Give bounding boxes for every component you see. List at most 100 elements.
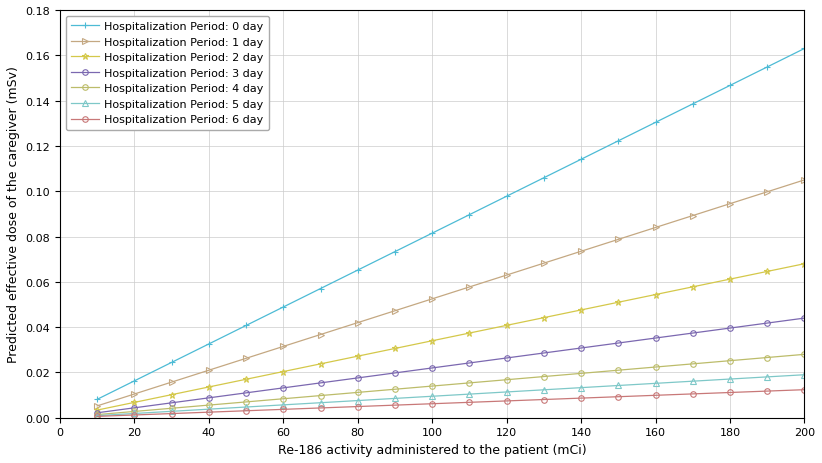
Hospitalization Period: 0 day: (70, 0.057): 0 day: (70, 0.057) bbox=[316, 286, 326, 292]
Hospitalization Period: 1 day: (40, 0.021): 1 day: (40, 0.021) bbox=[204, 368, 214, 373]
Hospitalization Period: 1 day: (100, 0.0525): 1 day: (100, 0.0525) bbox=[427, 296, 437, 302]
Hospitalization Period: 1 day: (30, 0.0158): 1 day: (30, 0.0158) bbox=[167, 380, 177, 385]
Hospitalization Period: 5 day: (110, 0.0105): 5 day: (110, 0.0105) bbox=[464, 392, 474, 397]
Line: Hospitalization Period: 4 day: Hospitalization Period: 4 day bbox=[95, 352, 807, 418]
Hospitalization Period: 6 day: (130, 0.00806): 6 day: (130, 0.00806) bbox=[539, 397, 549, 402]
Hospitalization Period: 3 day: (100, 0.022): 3 day: (100, 0.022) bbox=[427, 365, 437, 371]
Hospitalization Period: 3 day: (190, 0.0418): 3 day: (190, 0.0418) bbox=[762, 320, 772, 326]
Hospitalization Period: 4 day: (10, 0.0014): 4 day: (10, 0.0014) bbox=[92, 412, 102, 418]
Hospitalization Period: 0 day: (20, 0.0163): 0 day: (20, 0.0163) bbox=[130, 378, 140, 384]
Hospitalization Period: 6 day: (50, 0.0031): 6 day: (50, 0.0031) bbox=[241, 408, 251, 413]
Hospitalization Period: 3 day: (70, 0.0154): 3 day: (70, 0.0154) bbox=[316, 380, 326, 386]
Hospitalization Period: 3 day: (10, 0.0022): 3 day: (10, 0.0022) bbox=[92, 410, 102, 416]
Hospitalization Period: 4 day: (90, 0.0126): 4 day: (90, 0.0126) bbox=[390, 387, 400, 392]
Hospitalization Period: 1 day: (10, 0.00525): 1 day: (10, 0.00525) bbox=[92, 403, 102, 409]
Hospitalization Period: 5 day: (190, 0.0181): 5 day: (190, 0.0181) bbox=[762, 374, 772, 380]
Hospitalization Period: 6 day: (150, 0.0093): 6 day: (150, 0.0093) bbox=[613, 394, 623, 400]
Hospitalization Period: 1 day: (160, 0.084): 1 day: (160, 0.084) bbox=[651, 225, 661, 231]
Hospitalization Period: 0 day: (130, 0.106): 0 day: (130, 0.106) bbox=[539, 175, 549, 181]
Hospitalization Period: 1 day: (150, 0.0788): 1 day: (150, 0.0788) bbox=[613, 237, 623, 243]
Hospitalization Period: 5 day: (200, 0.019): 5 day: (200, 0.019) bbox=[800, 372, 810, 378]
Hospitalization Period: 1 day: (90, 0.0473): 1 day: (90, 0.0473) bbox=[390, 308, 400, 314]
Hospitalization Period: 0 day: (180, 0.147): 0 day: (180, 0.147) bbox=[725, 83, 735, 89]
Hospitalization Period: 6 day: (190, 0.0118): 6 day: (190, 0.0118) bbox=[762, 388, 772, 394]
Line: Hospitalization Period: 3 day: Hospitalization Period: 3 day bbox=[95, 316, 807, 416]
Hospitalization Period: 1 day: (70, 0.0367): 1 day: (70, 0.0367) bbox=[316, 332, 326, 338]
Hospitalization Period: 2 day: (190, 0.0646): 2 day: (190, 0.0646) bbox=[762, 269, 772, 275]
Hospitalization Period: 0 day: (140, 0.114): 0 day: (140, 0.114) bbox=[576, 157, 586, 163]
Hospitalization Period: 3 day: (20, 0.0044): 3 day: (20, 0.0044) bbox=[130, 405, 140, 411]
Hospitalization Period: 4 day: (20, 0.0028): 4 day: (20, 0.0028) bbox=[130, 409, 140, 414]
Hospitalization Period: 3 day: (160, 0.0352): 3 day: (160, 0.0352) bbox=[651, 336, 661, 341]
Hospitalization Period: 5 day: (10, 0.00095): 5 day: (10, 0.00095) bbox=[92, 413, 102, 419]
Hospitalization Period: 5 day: (100, 0.0095): 5 day: (100, 0.0095) bbox=[427, 394, 437, 399]
Line: Hospitalization Period: 6 day: Hospitalization Period: 6 day bbox=[95, 387, 807, 419]
Hospitalization Period: 6 day: (180, 0.0112): 6 day: (180, 0.0112) bbox=[725, 390, 735, 395]
Hospitalization Period: 4 day: (150, 0.021): 4 day: (150, 0.021) bbox=[613, 368, 623, 373]
Hospitalization Period: 4 day: (160, 0.0224): 4 day: (160, 0.0224) bbox=[651, 364, 661, 370]
Hospitalization Period: 5 day: (70, 0.00665): 5 day: (70, 0.00665) bbox=[316, 400, 326, 406]
Hospitalization Period: 0 day: (160, 0.13): 0 day: (160, 0.13) bbox=[651, 120, 661, 126]
Hospitalization Period: 6 day: (110, 0.00682): 6 day: (110, 0.00682) bbox=[464, 400, 474, 405]
Hospitalization Period: 4 day: (120, 0.0168): 4 day: (120, 0.0168) bbox=[501, 377, 511, 383]
Hospitalization Period: 6 day: (90, 0.00558): 6 day: (90, 0.00558) bbox=[390, 402, 400, 408]
Hospitalization Period: 3 day: (170, 0.0374): 3 day: (170, 0.0374) bbox=[688, 331, 698, 336]
Hospitalization Period: 2 day: (10, 0.0034): 2 day: (10, 0.0034) bbox=[92, 407, 102, 413]
Hospitalization Period: 1 day: (120, 0.063): 1 day: (120, 0.063) bbox=[501, 273, 511, 278]
Hospitalization Period: 5 day: (120, 0.0114): 5 day: (120, 0.0114) bbox=[501, 389, 511, 395]
Hospitalization Period: 6 day: (160, 0.00992): 6 day: (160, 0.00992) bbox=[651, 393, 661, 398]
Hospitalization Period: 5 day: (50, 0.00475): 5 day: (50, 0.00475) bbox=[241, 404, 251, 410]
Hospitalization Period: 6 day: (60, 0.00372): 6 day: (60, 0.00372) bbox=[279, 407, 289, 412]
Hospitalization Period: 1 day: (180, 0.0945): 1 day: (180, 0.0945) bbox=[725, 201, 735, 207]
Hospitalization Period: 5 day: (170, 0.0162): 5 day: (170, 0.0162) bbox=[688, 379, 698, 384]
Hospitalization Period: 0 day: (10, 0.00815): 0 day: (10, 0.00815) bbox=[92, 397, 102, 402]
Hospitalization Period: 0 day: (90, 0.0733): 0 day: (90, 0.0733) bbox=[390, 249, 400, 255]
Hospitalization Period: 0 day: (170, 0.139): 0 day: (170, 0.139) bbox=[688, 102, 698, 107]
Hospitalization Period: 2 day: (140, 0.0476): 2 day: (140, 0.0476) bbox=[576, 307, 586, 313]
Hospitalization Period: 2 day: (180, 0.0612): 2 day: (180, 0.0612) bbox=[725, 277, 735, 282]
Hospitalization Period: 4 day: (40, 0.0056): 4 day: (40, 0.0056) bbox=[204, 402, 214, 408]
Hospitalization Period: 3 day: (120, 0.0264): 3 day: (120, 0.0264) bbox=[501, 356, 511, 361]
Hospitalization Period: 2 day: (130, 0.0442): 2 day: (130, 0.0442) bbox=[539, 315, 549, 321]
Line: Hospitalization Period: 0 day: Hospitalization Period: 0 day bbox=[94, 46, 808, 403]
Hospitalization Period: 4 day: (60, 0.0084): 4 day: (60, 0.0084) bbox=[279, 396, 289, 402]
Hospitalization Period: 2 day: (120, 0.0408): 2 day: (120, 0.0408) bbox=[501, 323, 511, 328]
Hospitalization Period: 6 day: (200, 0.0124): 6 day: (200, 0.0124) bbox=[800, 387, 810, 393]
Hospitalization Period: 0 day: (50, 0.0408): 0 day: (50, 0.0408) bbox=[241, 323, 251, 329]
Hospitalization Period: 6 day: (70, 0.00434): 6 day: (70, 0.00434) bbox=[316, 405, 326, 411]
Hospitalization Period: 6 day: (20, 0.00124): 6 day: (20, 0.00124) bbox=[130, 412, 140, 418]
Hospitalization Period: 5 day: (160, 0.0152): 5 day: (160, 0.0152) bbox=[651, 381, 661, 386]
Hospitalization Period: 1 day: (140, 0.0735): 1 day: (140, 0.0735) bbox=[576, 249, 586, 255]
Hospitalization Period: 2 day: (60, 0.0204): 2 day: (60, 0.0204) bbox=[279, 369, 289, 375]
Hospitalization Period: 4 day: (200, 0.028): 4 day: (200, 0.028) bbox=[800, 352, 810, 357]
Hospitalization Period: 5 day: (40, 0.0038): 5 day: (40, 0.0038) bbox=[204, 407, 214, 412]
Hospitalization Period: 4 day: (30, 0.0042): 4 day: (30, 0.0042) bbox=[167, 406, 177, 411]
Hospitalization Period: 2 day: (200, 0.068): 2 day: (200, 0.068) bbox=[800, 261, 810, 267]
Hospitalization Period: 1 day: (50, 0.0262): 1 day: (50, 0.0262) bbox=[241, 356, 251, 361]
Hospitalization Period: 3 day: (80, 0.0176): 3 day: (80, 0.0176) bbox=[353, 375, 363, 381]
Hospitalization Period: 1 day: (110, 0.0577): 1 day: (110, 0.0577) bbox=[464, 285, 474, 290]
Hospitalization Period: 4 day: (80, 0.0112): 4 day: (80, 0.0112) bbox=[353, 390, 363, 395]
Line: Hospitalization Period: 1 day: Hospitalization Period: 1 day bbox=[95, 178, 807, 409]
Hospitalization Period: 2 day: (110, 0.0374): 2 day: (110, 0.0374) bbox=[464, 331, 474, 336]
Hospitalization Period: 2 day: (80, 0.0272): 2 day: (80, 0.0272) bbox=[353, 354, 363, 359]
Hospitalization Period: 6 day: (170, 0.0105): 6 day: (170, 0.0105) bbox=[688, 391, 698, 397]
Hospitalization Period: 5 day: (90, 0.00855): 5 day: (90, 0.00855) bbox=[390, 396, 400, 401]
Hospitalization Period: 2 day: (170, 0.0578): 2 day: (170, 0.0578) bbox=[688, 284, 698, 290]
Hospitalization Period: 0 day: (30, 0.0244): 0 day: (30, 0.0244) bbox=[167, 360, 177, 365]
Hospitalization Period: 1 day: (80, 0.042): 1 day: (80, 0.042) bbox=[353, 320, 363, 325]
Hospitalization Period: 5 day: (20, 0.0019): 5 day: (20, 0.0019) bbox=[130, 411, 140, 416]
Legend: Hospitalization Period: 0 day, Hospitalization Period: 1 day, Hospitalization Pe: Hospitalization Period: 0 day, Hospitali… bbox=[66, 17, 270, 131]
Hospitalization Period: 6 day: (140, 0.00868): 6 day: (140, 0.00868) bbox=[576, 395, 586, 401]
Hospitalization Period: 4 day: (170, 0.0238): 4 day: (170, 0.0238) bbox=[688, 361, 698, 367]
Hospitalization Period: 0 day: (100, 0.0815): 0 day: (100, 0.0815) bbox=[427, 231, 437, 237]
Hospitalization Period: 2 day: (160, 0.0544): 2 day: (160, 0.0544) bbox=[651, 292, 661, 298]
Hospitalization Period: 4 day: (100, 0.014): 4 day: (100, 0.014) bbox=[427, 383, 437, 389]
Hospitalization Period: 3 day: (60, 0.0132): 3 day: (60, 0.0132) bbox=[279, 385, 289, 391]
Hospitalization Period: 2 day: (30, 0.0102): 2 day: (30, 0.0102) bbox=[167, 392, 177, 398]
Hospitalization Period: 3 day: (40, 0.0088): 3 day: (40, 0.0088) bbox=[204, 395, 214, 401]
Hospitalization Period: 3 day: (50, 0.011): 3 day: (50, 0.011) bbox=[241, 390, 251, 396]
Line: Hospitalization Period: 2 day: Hospitalization Period: 2 day bbox=[94, 261, 808, 413]
Hospitalization Period: 6 day: (10, 0.00062): 6 day: (10, 0.00062) bbox=[92, 414, 102, 419]
Hospitalization Period: 4 day: (140, 0.0196): 4 day: (140, 0.0196) bbox=[576, 371, 586, 376]
